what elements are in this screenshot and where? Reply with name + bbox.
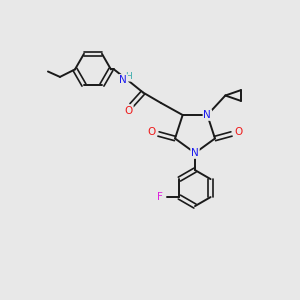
- Text: O: O: [148, 128, 156, 137]
- Text: O: O: [124, 106, 133, 116]
- Text: H: H: [125, 72, 131, 81]
- Text: N: N: [191, 148, 199, 158]
- Text: O: O: [234, 128, 242, 137]
- Text: N: N: [119, 75, 127, 85]
- Text: N: N: [203, 110, 211, 120]
- Text: F: F: [157, 192, 163, 202]
